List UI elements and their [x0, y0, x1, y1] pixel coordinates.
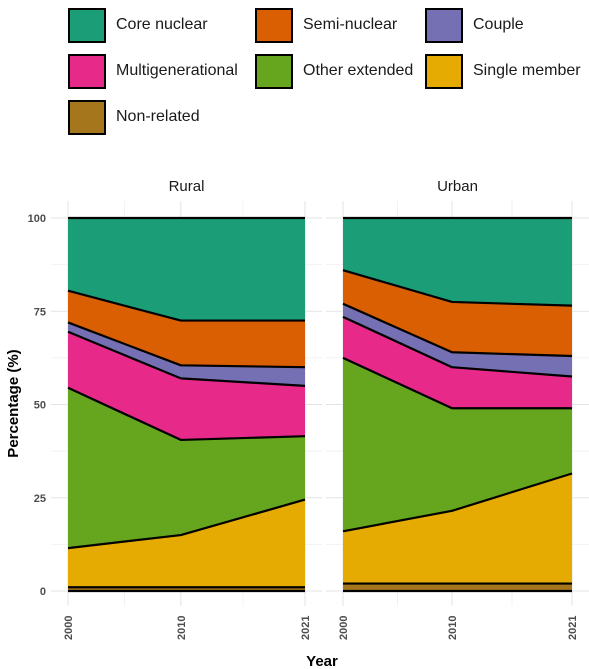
- legend-label: Semi-nuclear: [303, 16, 398, 33]
- area-outline-semi-nuclear: [342, 269, 573, 307]
- y-tick-label: 0: [40, 586, 46, 598]
- area-single-member: [343, 473, 572, 584]
- legend-label: Core nuclear: [116, 16, 208, 33]
- panel-rural: Rural 2000 2010 2021: [51, 178, 322, 640]
- legend-label: Single member: [473, 62, 581, 79]
- y-axis-title: Percentage (%): [5, 349, 22, 457]
- legend-swatch: [425, 7, 463, 43]
- y-tick-label: 100: [28, 213, 46, 225]
- legend-item-couple: Couple: [425, 5, 524, 45]
- x-tick-label: 2021: [567, 616, 579, 640]
- legend-swatch: [255, 53, 293, 89]
- area-outline-multigenerational: [67, 330, 306, 387]
- legend-item-semi-nuclear: Semi-nuclear: [255, 5, 397, 45]
- legend-item-non-related: Non-related: [68, 97, 200, 137]
- facet-title-urban: Urban: [437, 178, 478, 195]
- area-couple: [343, 303, 572, 377]
- area-single-member: [68, 499, 305, 588]
- area-outline-couple: [342, 302, 573, 358]
- area-outline-other-extended: [342, 356, 572, 410]
- y-tick-label: 50: [34, 400, 46, 412]
- area-outline-single-member: [67, 498, 306, 550]
- legend-label: Other extended: [303, 62, 414, 79]
- legend-item-other-extended: Other extended: [255, 51, 413, 91]
- facet-title-rural: Rural: [169, 178, 205, 195]
- area-other-extended: [68, 387, 305, 549]
- legend-swatch: [425, 53, 463, 89]
- legend-label: Non-related: [116, 108, 200, 125]
- area-multigenerational: [68, 331, 305, 440]
- x-tick-label: 2000: [338, 616, 350, 640]
- area-couple: [68, 322, 305, 386]
- legend-swatch: [68, 99, 106, 135]
- x-axis-title: Year: [306, 653, 338, 669]
- area-outline-couple: [67, 321, 306, 369]
- x-tick-label: 2021: [300, 616, 312, 640]
- legend-item-single-member: Single member: [425, 51, 581, 91]
- legend-swatch: [68, 7, 106, 43]
- area-outline-multigenerational: [342, 315, 573, 378]
- legend: Core nuclear Semi-nuclear Couple Multigener…: [0, 0, 589, 140]
- area-semi-nuclear: [343, 270, 572, 357]
- legend-label: Multigenerational: [116, 62, 238, 79]
- legend-swatch: [68, 53, 106, 89]
- area-semi-nuclear: [68, 290, 305, 368]
- area-outline-semi-nuclear: [67, 289, 305, 322]
- legend-swatch: [255, 7, 293, 43]
- area-core-nuclear: [68, 218, 305, 321]
- area-core-nuclear: [343, 218, 572, 306]
- y-tick-label: 25: [34, 493, 46, 505]
- panel-urban: Urban 2000 2010 2021: [326, 178, 589, 640]
- area-other-extended: [343, 357, 572, 532]
- legend-item-core-nuclear: Core nuclear: [68, 5, 208, 45]
- y-tick-label: 75: [34, 306, 46, 318]
- x-tick-label: 2010: [447, 616, 459, 640]
- area-outline-other-extended: [67, 386, 306, 442]
- area-multigenerational: [343, 316, 572, 409]
- x-tick-label: 2010: [176, 616, 188, 640]
- legend-label: Couple: [473, 16, 524, 33]
- area-non-related: [343, 583, 572, 591]
- legend-item-multigenerational: Multigenerational: [68, 51, 238, 91]
- x-tick-label: 2000: [63, 616, 75, 640]
- area-outline-single-member: [342, 472, 573, 533]
